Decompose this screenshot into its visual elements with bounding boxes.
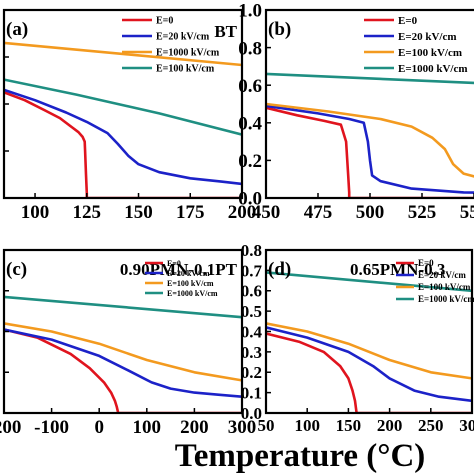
y-tick-label: 4 [0, 1, 1, 22]
series-line [266, 106, 474, 198]
series-line [266, 271, 472, 293]
series-line [4, 41, 242, 67]
y-tick-label: 0.6 [238, 76, 262, 97]
legend-entry: E=0 [398, 15, 418, 27]
x-tick-label: 200 [377, 416, 403, 435]
x-tick-label: 500 [356, 202, 385, 223]
series-line [266, 332, 472, 413]
panel-a: 10012515017520001234(a)BTE=0E=20 kV/cmE=… [0, 1, 256, 223]
x-tick-label: 175 [176, 202, 205, 223]
series-line [4, 295, 242, 319]
legend-entry: E=1000 kV/cm [156, 48, 220, 59]
panel-d: 50 100 150 200 250 300 0.00.1 0.20.3 0.40.50.6 0.… [241, 241, 474, 435]
series-line [266, 102, 474, 178]
y-tick-label: 0.7 [241, 261, 263, 280]
legend-entry: E=20 kV/cm [398, 31, 457, 43]
plot-area [266, 271, 472, 413]
legend-entry: E=100 kV/cm [167, 279, 214, 288]
series-line [266, 72, 474, 85]
plot-area [266, 72, 474, 198]
y-tick-label: 0.0 [241, 404, 262, 423]
x-tick-label: 450 [252, 202, 281, 223]
series-line [266, 326, 472, 403]
y-tick-label: 0.3 [241, 343, 262, 362]
panel-c: -200-100010020030002468(c)0.90PMN-0.1PTE… [0, 248, 257, 438]
y-tick-label: 0.0 [238, 189, 262, 210]
legend-entry: E=100 kV/cm [418, 282, 471, 292]
y-tick-label: 0.6 [241, 282, 262, 301]
plot-area [4, 295, 242, 413]
panel-annotation: BT [214, 22, 237, 41]
x-tick-label: 525 [408, 202, 437, 223]
y-tick-label: 0.2 [241, 363, 262, 382]
legend: E=0 E=20 kV/cm E=1000 kV/cm E=100 kV/cm [122, 16, 220, 75]
y-tick-label: 4 [0, 322, 1, 343]
legend-entry: E=1000 kV/cm [418, 294, 474, 304]
x-tick-label: 200 [228, 202, 257, 223]
y-tick-label: 0.4 [238, 113, 262, 134]
x-tick-label: 300 [228, 417, 257, 438]
panel-label: (a) [6, 19, 28, 40]
x-tick-label: 150 [124, 202, 153, 223]
series-line [4, 328, 242, 413]
panel-label: (c) [6, 259, 27, 280]
x-tick-label: 550 [460, 202, 474, 223]
axes-frame [264, 8, 474, 200]
legend-entry: E=20 kV/cm [156, 32, 210, 43]
y-tick-label: 0.8 [238, 38, 262, 59]
legend-entry: E=0 [418, 258, 434, 268]
x-tick-label: 250 [418, 416, 444, 435]
x-tick-label: 125 [73, 202, 102, 223]
x-tick-label: 0 [94, 417, 104, 438]
legend: E=0 E=20 kV/cm E=100 kV/cm E=1000 kV/cm [364, 15, 468, 75]
panel-b: 4504755005255505750.00.20.40.60.81.0(b)E… [238, 1, 474, 223]
y-tick-label: 0.2 [238, 151, 262, 172]
x-tick-label: 100 [133, 417, 162, 438]
legend-entry: E=100 kV/cm [156, 64, 215, 75]
x-tick-label: 475 [304, 202, 333, 223]
panel-annotation: 0.65PMN-0.3 [350, 260, 445, 279]
x-tick-label: 150 [336, 416, 362, 435]
y-tick-label: 0.5 [241, 302, 262, 321]
series-line [4, 91, 242, 198]
x-tick-label: 300 [459, 416, 474, 435]
legend: E=0 E=20 kV/cm E=100 kV/cm E=1000 kV/cm [396, 258, 474, 304]
series-line [266, 104, 474, 194]
x-tick-label: -100 [34, 417, 69, 438]
x-tick-label: -200 [0, 417, 21, 438]
legend-entry: E=0 [156, 16, 173, 27]
series-line [4, 322, 242, 382]
legend-entry: E=100 kV/cm [398, 47, 462, 59]
y-tick-label: 1.0 [238, 1, 262, 22]
x-tick-label: 200 [180, 417, 209, 438]
series-line [4, 88, 242, 186]
legend-entry: E=0 [167, 259, 181, 268]
x-tick-label: 100 [21, 202, 50, 223]
y-tick-label: 0.1 [241, 384, 262, 403]
y-tick-label: 0.4 [241, 322, 263, 341]
legend-entry: E=20 kV/cm [418, 270, 466, 280]
legend-entry: E=20 kV/cm [167, 269, 210, 278]
x-tick-label: 100 [294, 416, 320, 435]
panel-label: (d) [268, 259, 291, 280]
x-tick-label: 50 [258, 416, 275, 435]
series-line [266, 322, 472, 380]
y-tick-label: 0.8 [241, 241, 262, 260]
series-line [4, 328, 242, 398]
legend-entry: E=1000 kV/cm [167, 289, 218, 298]
panel-label: (b) [268, 19, 291, 40]
legend-entry: E=1000 kV/cm [398, 63, 468, 75]
x-axis-title: Temperature (°C) [175, 438, 426, 474]
series-line [4, 78, 242, 136]
legend: E=0E=20 kV/cmE=100 kV/cmE=1000 kV/cm [145, 259, 218, 298]
